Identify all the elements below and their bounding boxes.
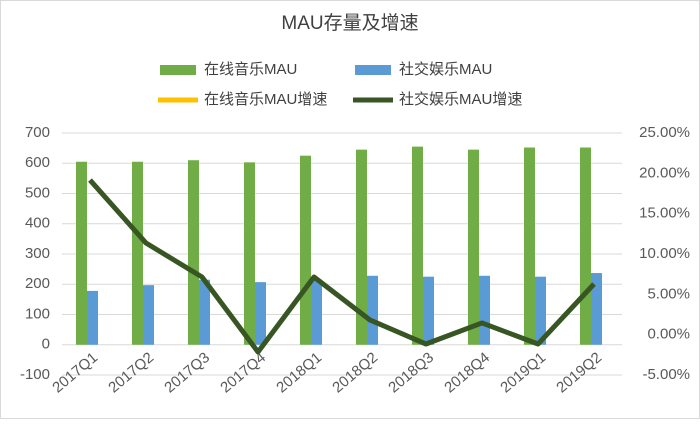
bar — [244, 162, 255, 345]
y-tick-label: -100 — [20, 366, 50, 383]
line-series — [88, 178, 596, 355]
y-tick-label: 300 — [25, 245, 50, 262]
y2-tick-label: 20.00% — [639, 164, 690, 181]
bar — [311, 279, 322, 345]
bar — [535, 276, 546, 345]
legend-label: 社交娱乐MAU — [399, 60, 492, 78]
y2-tick-label: 5.00% — [647, 285, 690, 302]
bar — [356, 149, 367, 345]
bar — [143, 285, 154, 345]
y2-tick-label: 15.00% — [639, 205, 690, 222]
chart-title: MAU存量及增速 — [281, 12, 418, 34]
y-tick-label: 700 — [25, 124, 50, 141]
bar — [199, 279, 210, 345]
bar — [524, 147, 535, 345]
bar — [479, 275, 490, 345]
bar — [412, 146, 423, 345]
legend-swatch — [355, 65, 391, 75]
y-tick-label: 400 — [25, 215, 50, 232]
bar — [300, 155, 311, 345]
bar — [591, 273, 602, 345]
legend-label: 社交娱乐MAU增速 — [399, 90, 522, 108]
bar — [188, 160, 199, 345]
bar — [423, 276, 434, 345]
y2-tick-label: 10.00% — [639, 245, 690, 262]
y-tick-label: 0 — [42, 336, 50, 353]
legend-label: 在线音乐MAU — [204, 61, 297, 78]
y-tick-label: 600 — [25, 154, 50, 171]
y-tick-label: 500 — [25, 184, 50, 201]
y-tick-label: 200 — [25, 275, 50, 292]
y2-tick-label: -5.00% — [642, 366, 690, 383]
bar — [367, 275, 378, 345]
bar — [87, 290, 98, 345]
legend-swatch — [160, 65, 196, 75]
legend-label: 在线音乐MAU增速 — [204, 91, 327, 108]
y-tick-label: 100 — [25, 305, 50, 322]
bar — [255, 282, 266, 345]
y2-tick-label: 0.00% — [647, 326, 690, 343]
bar — [468, 149, 479, 345]
bar — [580, 147, 591, 345]
bar — [132, 161, 143, 345]
y2-tick-label: 25.00% — [639, 124, 690, 141]
bar — [76, 161, 87, 345]
